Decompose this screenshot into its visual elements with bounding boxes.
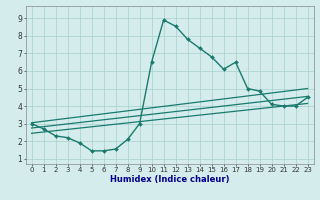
X-axis label: Humidex (Indice chaleur): Humidex (Indice chaleur) (110, 175, 229, 184)
